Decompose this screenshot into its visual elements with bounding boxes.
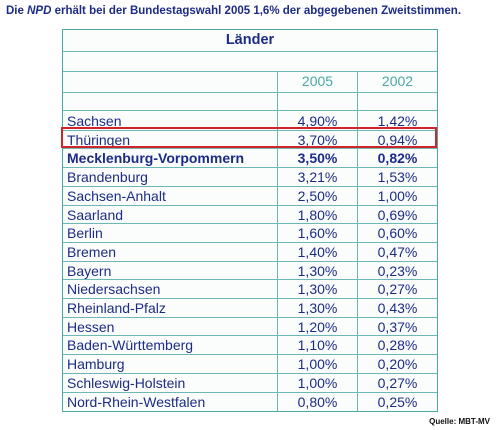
value-2002: 1,53%	[377, 169, 418, 186]
divider	[63, 167, 437, 169]
table-row: Sachsen 4,90% 1,42%	[63, 112, 437, 131]
table-row: Bremen 1,40% 0,47%	[63, 243, 437, 262]
value-2002: 0,94%	[377, 131, 418, 148]
state-name: Hessen	[67, 318, 115, 335]
table-row: Saarland 1,80% 0,69%	[63, 206, 437, 225]
state-name: Hamburg	[67, 356, 125, 373]
value-2002: 0,69%	[377, 206, 418, 223]
table-row: Schleswig-Holstein 1,00% 0,27%	[63, 374, 437, 393]
column-header-2002: 2002	[381, 73, 414, 89]
value-2005: 3,50%	[297, 150, 338, 167]
value-2002: 0,23%	[377, 262, 418, 279]
state-name: Saarland	[67, 206, 124, 223]
value-2002: 1,42%	[377, 113, 418, 129]
table-row: Bayern 1,30% 0,23%	[63, 262, 437, 281]
divider	[63, 391, 437, 393]
value-2005: 1,30%	[297, 262, 338, 279]
state-name: Thüringen	[67, 131, 131, 148]
headline: Die NPD erhält bei der Bundestagswahl 20…	[6, 5, 461, 17]
divider	[63, 279, 437, 281]
value-2002: 0,60%	[377, 225, 418, 242]
table-row: Hessen 1,20% 0,37%	[63, 318, 437, 337]
divider	[63, 185, 437, 187]
table-row: Mecklenburg-Vorpommern 3,50% 0,82%	[63, 149, 437, 168]
divider	[63, 260, 437, 262]
value-2005: 3,70%	[297, 131, 338, 148]
value-2005: 1,20%	[297, 318, 338, 335]
value-2005: 3,21%	[297, 169, 338, 186]
table-row: Nord-Rhein-Westfalen 0,80% 0,25%	[63, 393, 437, 412]
value-2002: 0,47%	[377, 243, 418, 260]
divider	[63, 51, 437, 52]
divider	[63, 372, 437, 374]
table-row: Rheinland-Pfalz 1,30% 0,43%	[63, 299, 437, 318]
value-2002: 0,25%	[377, 393, 418, 410]
state-name: Brandenburg	[67, 169, 148, 186]
value-2002: 0,28%	[377, 337, 418, 354]
headline-suffix: erhält bei der Bundestagswahl 2005 1,6% …	[51, 5, 462, 17]
source-note: Quelle: MBT-MV	[429, 417, 490, 426]
column-divider	[277, 71, 278, 411]
table-row: Thüringen 3,70% 0,94%	[63, 131, 437, 150]
divider	[63, 241, 437, 243]
column-divider	[357, 71, 358, 411]
headline-prefix: Die	[6, 5, 28, 17]
state-name: Sachsen-Anhalt	[67, 187, 166, 204]
value-2005: 1,80%	[297, 206, 338, 223]
value-2005: 1,00%	[297, 374, 338, 391]
value-2005: 2,50%	[297, 187, 338, 204]
value-2005: 1,10%	[297, 337, 338, 354]
table-row: Berlin 1,60% 0,60%	[63, 224, 437, 243]
divider	[63, 148, 437, 150]
state-name: Rheinland-Pfalz	[67, 300, 166, 316]
state-name: Mecklenburg-Vorpommern	[67, 150, 245, 167]
state-name: Nord-Rhein-Westfalen	[67, 393, 206, 410]
divider	[63, 71, 437, 72]
table-row: Sachsen-Anhalt 2,50% 1,00%	[63, 187, 437, 206]
value-2002: 0,43%	[377, 300, 418, 316]
value-2002: 0,27%	[377, 281, 418, 298]
state-name: Baden-Württemberg	[67, 337, 194, 354]
state-name: Niedersachsen	[67, 281, 161, 298]
value-2005: 1,40%	[297, 243, 338, 260]
divider	[63, 316, 437, 318]
value-2005: 4,90%	[297, 113, 338, 129]
table-title: Länder	[225, 32, 275, 48]
state-name: Berlin	[67, 225, 103, 242]
value-2005: 1,00%	[297, 356, 338, 373]
state-name: Schleswig-Holstein	[67, 374, 186, 391]
column-header-2005: 2005	[301, 73, 334, 89]
divider	[63, 335, 437, 337]
value-2002: 0,20%	[377, 356, 418, 373]
divider	[63, 354, 437, 356]
value-2002: 1,00%	[377, 187, 418, 204]
divider	[63, 110, 437, 111]
divider	[63, 204, 437, 206]
value-2005: 0,80%	[297, 393, 338, 410]
table-row: Hamburg 1,00% 0,20%	[63, 355, 437, 374]
divider	[63, 298, 437, 299]
divider	[63, 92, 437, 93]
results-table: Länder 2005 2002 Sachsen 4,90% 1,42% Thürin…	[62, 29, 438, 412]
state-name: Sachsen	[67, 113, 122, 129]
table-row: Brandenburg 3,21% 1,53%	[63, 168, 437, 187]
value-2005: 1,60%	[297, 225, 338, 242]
divider	[63, 129, 437, 131]
value-2002: 0,27%	[377, 374, 418, 391]
table-row: Baden-Württemberg 1,10% 0,28%	[63, 336, 437, 355]
value-2002: 0,37%	[377, 318, 418, 335]
divider	[63, 223, 437, 225]
value-2005: 1,30%	[297, 281, 338, 298]
state-name: Bayern	[67, 262, 112, 279]
value-2002: 0,82%	[377, 150, 418, 167]
table-row: Niedersachsen 1,30% 0,27%	[63, 280, 437, 299]
headline-party: NPD	[27, 5, 52, 17]
state-name: Bremen	[67, 243, 117, 260]
value-2005: 1,30%	[297, 300, 338, 316]
